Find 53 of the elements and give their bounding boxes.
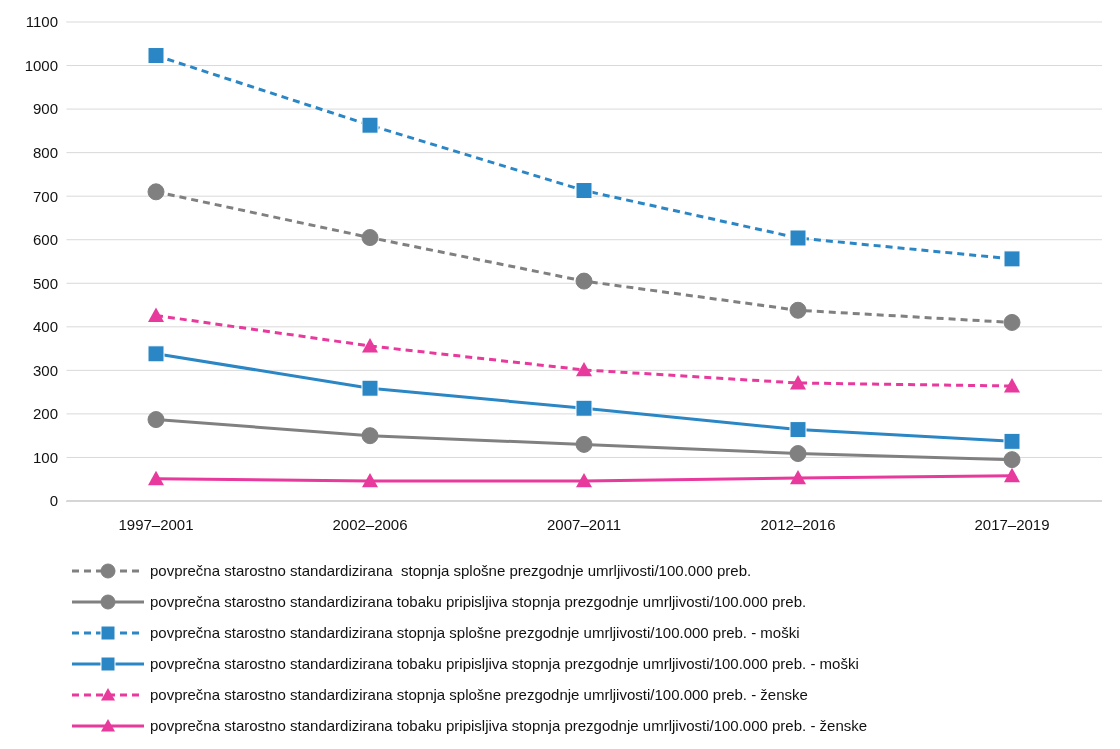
x-tick-label: 2012–2016 — [760, 515, 836, 533]
point — [789, 445, 807, 463]
point — [1003, 313, 1021, 331]
legend-label: povprečna starostno standardizirana stopnja splošne prezgodnje umrljivosti/100.000 preb. - moški — [150, 624, 800, 641]
y-tick-label: 900 — [32, 100, 58, 118]
point — [148, 470, 164, 486]
y-tick-label: 400 — [32, 318, 58, 336]
point — [147, 183, 165, 201]
point — [362, 337, 378, 353]
point — [1004, 467, 1020, 483]
y-tick-label: 1000 — [24, 56, 58, 74]
point — [147, 411, 165, 429]
y-tick-label: 1100 — [25, 13, 58, 31]
point — [1003, 250, 1021, 268]
point — [1003, 432, 1021, 450]
point — [1004, 378, 1020, 393]
y-tick-label: 100 — [32, 448, 58, 466]
y-tick-label: 200 — [32, 405, 58, 423]
point — [147, 47, 165, 65]
point — [361, 379, 379, 397]
y-tick-label: 700 — [32, 187, 58, 205]
point — [148, 307, 164, 322]
x-tick-label: 1997–2001 — [118, 515, 194, 533]
point — [576, 361, 592, 377]
point — [575, 182, 593, 200]
y-tick-label: 300 — [32, 361, 58, 379]
point — [575, 272, 593, 290]
legend-label: povprečna starostno standardizirana stopnja splošne prezgodnje umrljivosti/100.000 preb. - ženske — [150, 686, 808, 703]
point — [361, 427, 379, 445]
legend-label: povprečna starostno standardizirana tobaku pripisljiva stopnja prezgodnje umrljivosti/100.000 preb. - ženske — [150, 717, 868, 734]
point — [790, 469, 806, 485]
x-tick-label: 2017–2019 — [974, 515, 1050, 533]
y-tick-label: 500 — [32, 274, 58, 292]
point — [575, 399, 593, 417]
legend-label: povprečna starostno standardizirana tobaku pripisljiva stopnja prezgodnje umrljivosti/100.000 preb. — [150, 593, 807, 610]
point — [789, 229, 807, 247]
legend-label: povprečna starostno standardizirana tobaku pripisljiva stopnja prezgodnje umrljivosti/100.000 preb. - moški — [150, 655, 859, 672]
point — [576, 472, 592, 488]
y-tick-label: 600 — [32, 231, 58, 249]
point — [361, 116, 379, 134]
point — [790, 374, 806, 390]
x-tick-label: 2007–2011 — [547, 515, 621, 533]
y-tick-label: 800 — [32, 143, 58, 161]
point — [789, 421, 807, 439]
point — [789, 301, 807, 319]
y-tick-label: 0 — [49, 492, 58, 510]
point — [575, 435, 593, 453]
point — [147, 345, 165, 363]
point — [361, 229, 379, 247]
legend-label: povprečna starostno standardizirana stopnja splošne prezgodnje umrljivosti/100.000 preb. — [150, 562, 752, 579]
point — [1003, 451, 1021, 469]
point — [362, 472, 378, 488]
x-tick-label: 2002–2006 — [332, 515, 408, 533]
